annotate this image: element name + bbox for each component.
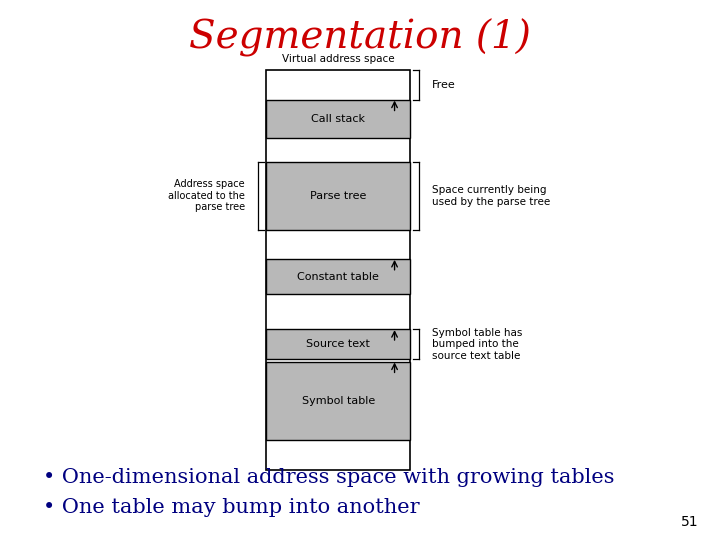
Bar bbox=[266, 259, 410, 294]
Bar bbox=[266, 100, 410, 138]
Text: Source text: Source text bbox=[307, 339, 370, 349]
Text: • One table may bump into another: • One table may bump into another bbox=[43, 498, 420, 517]
Bar bbox=[266, 329, 410, 359]
Text: Parse tree: Parse tree bbox=[310, 191, 366, 201]
Text: Call stack: Call stack bbox=[311, 114, 365, 124]
Text: Constant table: Constant table bbox=[297, 272, 379, 282]
Text: Symbol table: Symbol table bbox=[302, 396, 375, 406]
Bar bbox=[266, 362, 410, 440]
Text: Free: Free bbox=[432, 80, 456, 90]
Text: • One-dimensional address space with growing tables: • One-dimensional address space with gro… bbox=[43, 468, 615, 488]
Text: Space currently being
used by the parse tree: Space currently being used by the parse … bbox=[432, 185, 550, 206]
Bar bbox=[266, 162, 410, 230]
Text: Virtual address space: Virtual address space bbox=[282, 53, 395, 64]
Text: 51: 51 bbox=[681, 515, 698, 529]
Bar bbox=[266, 70, 410, 470]
Text: Segmentation (1): Segmentation (1) bbox=[189, 19, 531, 57]
Text: Address space
allocated to the
parse tree: Address space allocated to the parse tre… bbox=[168, 179, 245, 212]
Text: Symbol table has
bumped into the
source text table: Symbol table has bumped into the source … bbox=[432, 328, 523, 361]
